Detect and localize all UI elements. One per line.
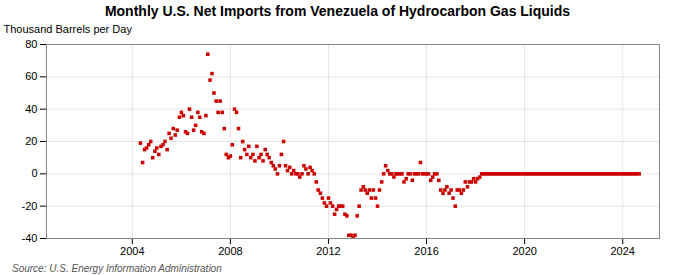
svg-text:0: 0 bbox=[31, 167, 37, 179]
svg-text:-40: -40 bbox=[22, 232, 38, 244]
svg-text:Thousand Barrels per Day: Thousand Barrels per Day bbox=[4, 23, 133, 35]
svg-text:2004: 2004 bbox=[120, 245, 144, 257]
svg-text:2020: 2020 bbox=[512, 245, 536, 257]
svg-text:40: 40 bbox=[25, 103, 37, 115]
svg-text:-20: -20 bbox=[22, 200, 38, 212]
svg-text:20: 20 bbox=[25, 135, 37, 147]
svg-text:80: 80 bbox=[25, 38, 37, 50]
html-text:Source: U.S. Energy Informatio: Source: U.S. Energy Information Administ… bbox=[12, 263, 222, 274]
svg-text:2012: 2012 bbox=[316, 245, 340, 257]
svg-text:2008: 2008 bbox=[218, 245, 242, 257]
svg-text:2016: 2016 bbox=[414, 245, 438, 257]
svg-text:60: 60 bbox=[25, 70, 37, 82]
svg-text:2024: 2024 bbox=[610, 245, 634, 257]
html-text:Monthly U.S. Net Imports from: Monthly U.S. Net Imports from Venezuela … bbox=[104, 3, 571, 19]
